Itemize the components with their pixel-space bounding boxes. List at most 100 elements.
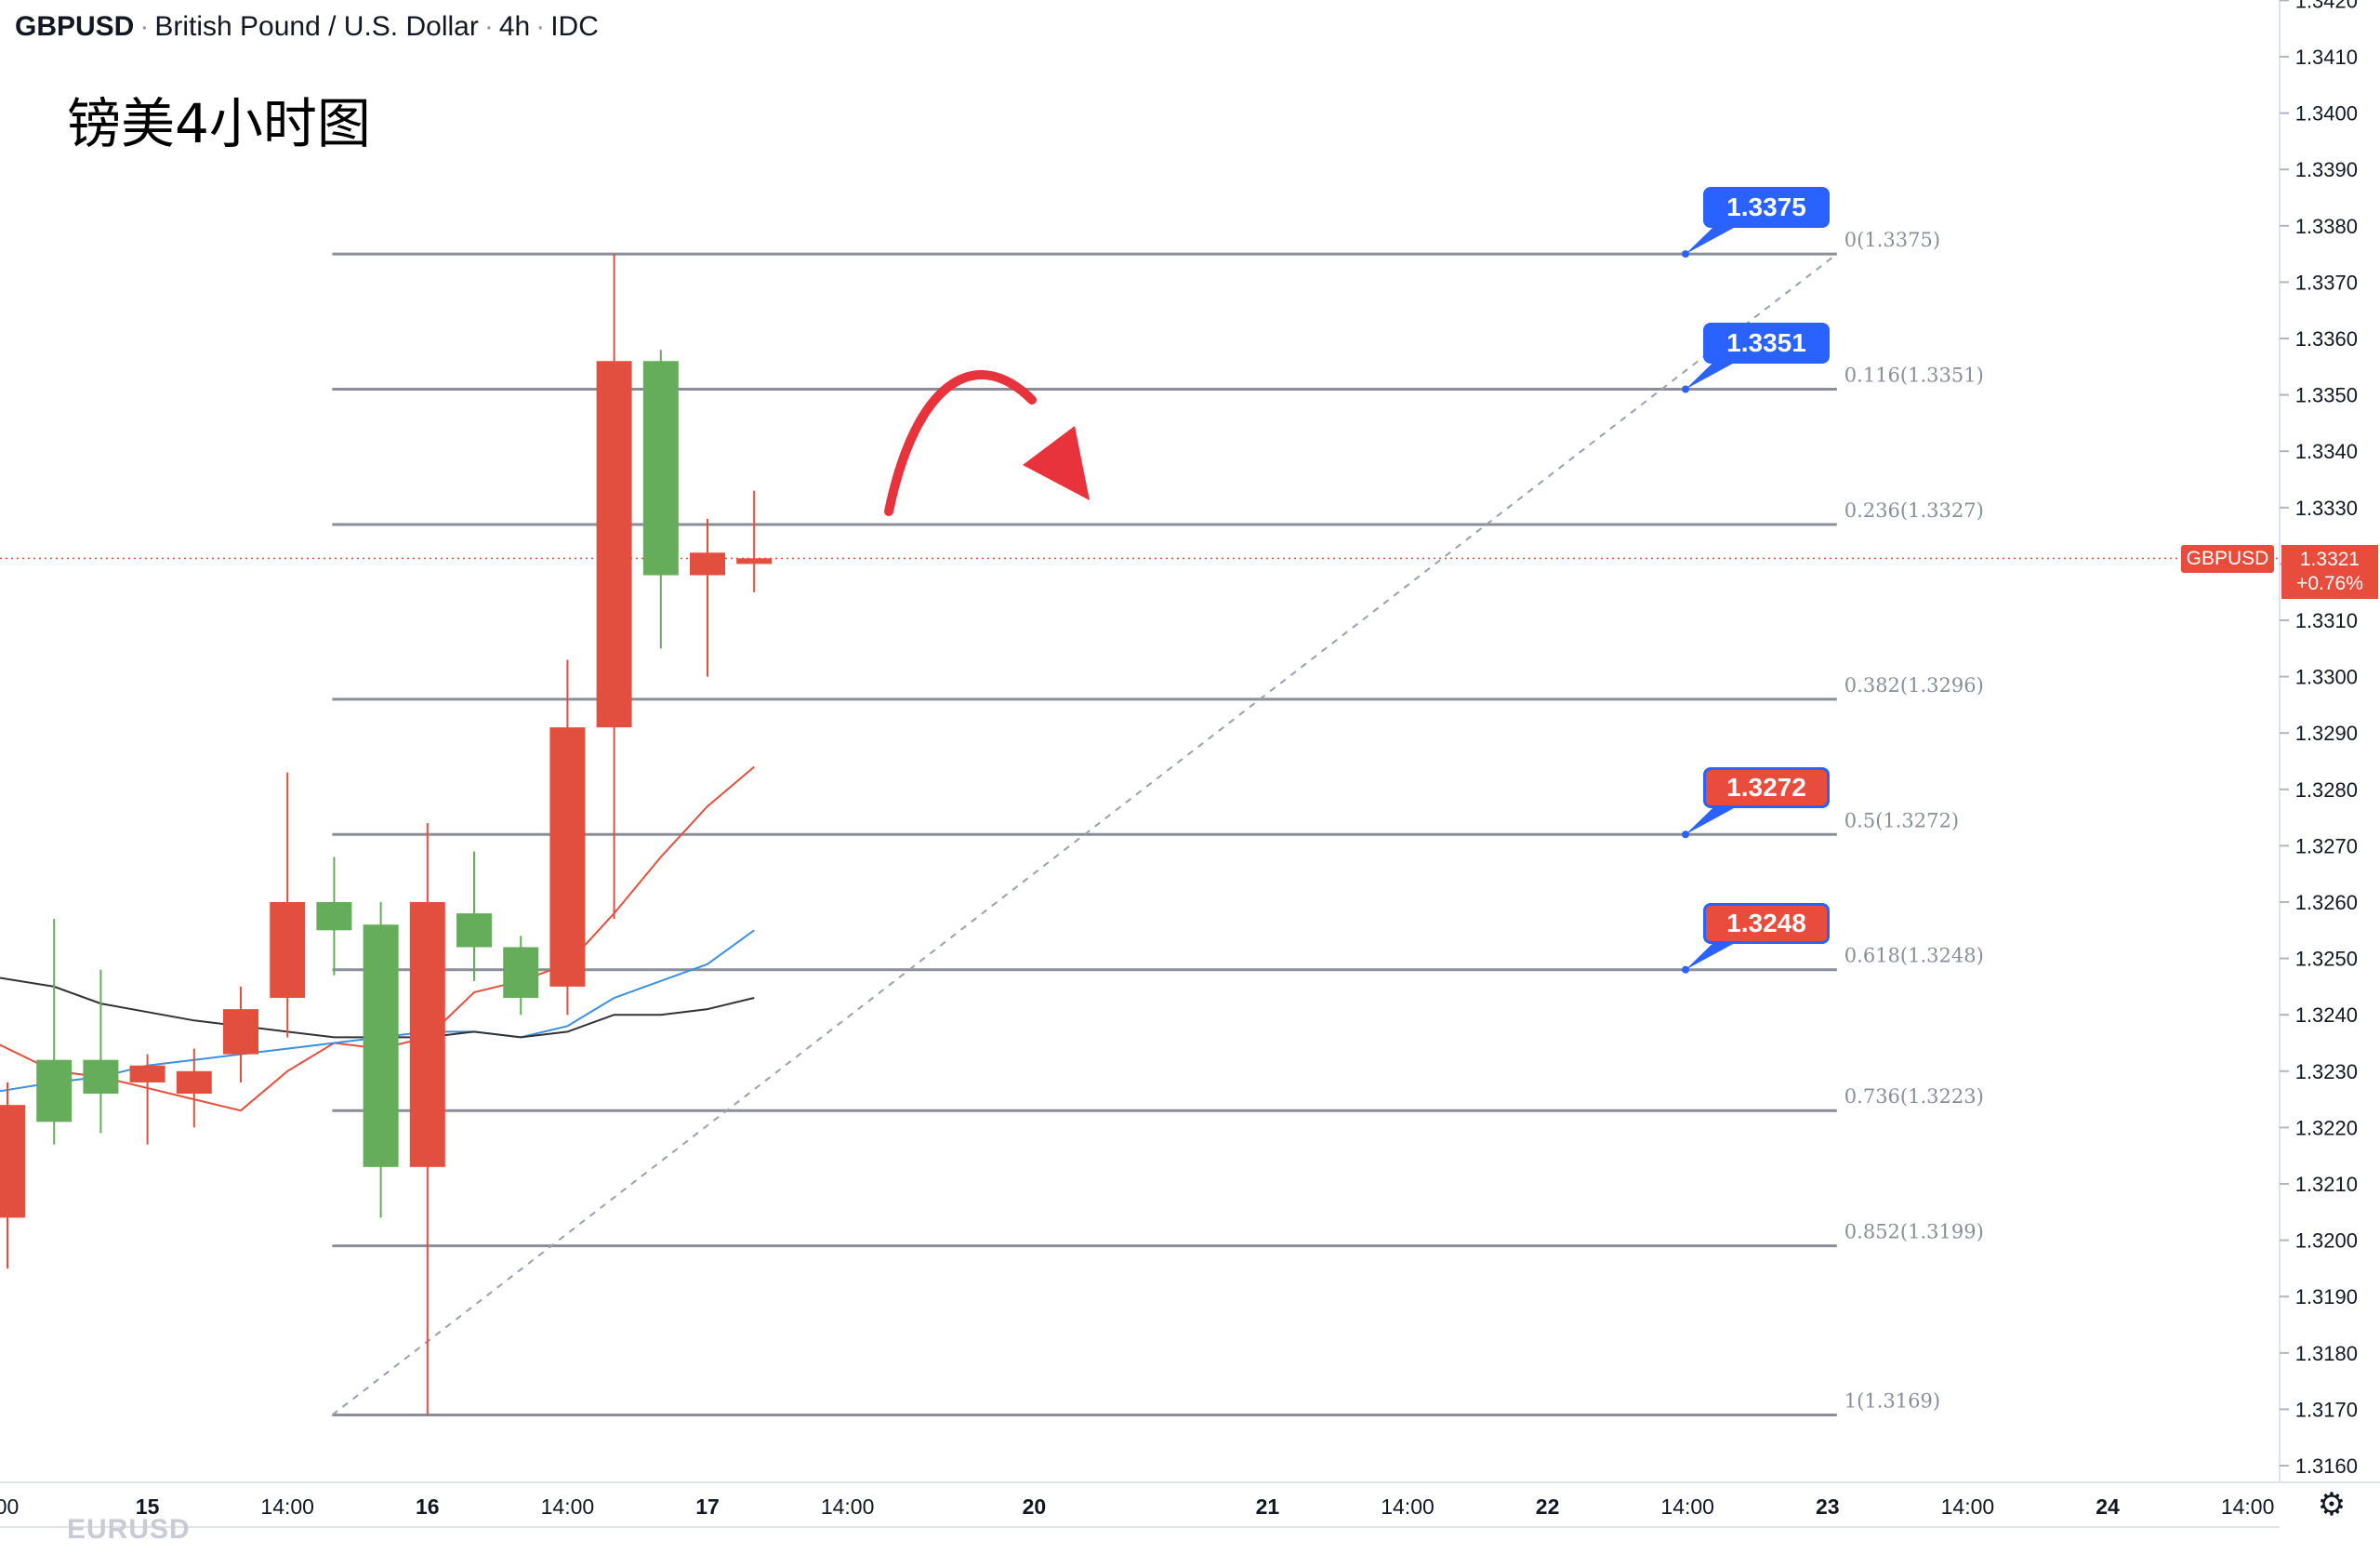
- candle-body: [549, 727, 586, 987]
- candle-body: [456, 913, 492, 948]
- candle-body: [363, 924, 399, 1167]
- candle-body: [642, 361, 679, 576]
- y-tick-label: 1.3370: [2295, 271, 2358, 294]
- price-tag-pointer: [1686, 359, 1740, 390]
- fib-level-label: 0.116(1.3351): [1844, 365, 1984, 387]
- y-tick-label: 1.3310: [2295, 609, 2358, 632]
- y-tick-label: 1.3250: [2295, 948, 2358, 971]
- price-tag[interactable]: 1.3248: [1703, 902, 1830, 944]
- x-tick-label: 14:00: [260, 1494, 314, 1519]
- current-price-symbol: GBPUSD: [2181, 545, 2274, 573]
- x-tick-label: 14:00: [821, 1494, 875, 1519]
- gear-icon[interactable]: ⚙: [2317, 1487, 2347, 1522]
- separator-dot: ·: [536, 11, 546, 42]
- price-tag-anchor: [1682, 385, 1689, 393]
- y-tick-label: 1.3190: [2295, 1285, 2358, 1308]
- arrow-head-annotation: [1023, 426, 1090, 500]
- fib-level-label: 0.852(1.3199): [1844, 1221, 1984, 1243]
- y-tick-label: 1.3360: [2295, 327, 2358, 351]
- x-tick-label: 17: [695, 1494, 720, 1519]
- candle-body: [596, 361, 632, 728]
- fib-level-label: 0.236(1.3327): [1844, 499, 1984, 522]
- price-tag-anchor: [1682, 965, 1689, 974]
- x-tick-label: 24: [2096, 1494, 2120, 1519]
- candle-body: [503, 947, 539, 999]
- symbol-code: GBPUSD: [15, 11, 135, 42]
- y-tick-label: 1.3230: [2295, 1060, 2358, 1083]
- y-tick-label: 1.3220: [2295, 1116, 2358, 1139]
- annotation-title: 镑美4小时图: [67, 92, 371, 155]
- y-tick-label: 1.3410: [2295, 46, 2358, 69]
- y-tick-label: 1.3270: [2295, 834, 2358, 857]
- x-tick-label: 14:00: [541, 1494, 595, 1519]
- moving-average-line: [0, 976, 755, 1039]
- x-tick-label: 16: [416, 1494, 440, 1519]
- y-tick-label: 1.3400: [2295, 102, 2358, 126]
- y-tick-label: 1.3210: [2295, 1173, 2358, 1196]
- x-tick-label: 20: [1023, 1494, 1047, 1519]
- fib-level-label: 0.736(1.3223): [1844, 1085, 1984, 1108]
- fib-level-label: 1(1.3169): [1844, 1389, 1940, 1412]
- y-tick-label: 1.3200: [2295, 1229, 2358, 1253]
- candle-body: [409, 902, 445, 1167]
- y-tick-label: 1.3260: [2295, 891, 2358, 914]
- fib-level-label: 0.618(1.3248): [1844, 945, 1984, 967]
- candle-body: [0, 1105, 25, 1218]
- candle-body: [223, 1009, 258, 1055]
- candle-body: [83, 1059, 119, 1095]
- price-tag[interactable]: 1.3351: [1703, 322, 1830, 364]
- x-tick-label: 14:00: [1941, 1494, 1995, 1519]
- x-tick-label: 15: [136, 1494, 160, 1519]
- price-tag-anchor: [1682, 830, 1689, 839]
- x-tick-label: 21: [1256, 1494, 1280, 1519]
- fib-level-label: 0(1.3375): [1844, 229, 1940, 251]
- x-tick-label: 14:00: [1660, 1494, 1714, 1519]
- candle-body: [270, 902, 306, 999]
- price-tag[interactable]: 1.3272: [1703, 767, 1830, 809]
- price-tag-pointer: [1686, 224, 1740, 255]
- y-tick-label: 1.3290: [2295, 722, 2358, 745]
- x-tick-label: 23: [1816, 1494, 1840, 1519]
- price-tag-anchor: [1682, 250, 1689, 259]
- y-tick-label: 1.3180: [2295, 1342, 2358, 1365]
- y-tick-label: 1.3380: [2295, 215, 2358, 238]
- x-tick-label: 22: [1536, 1494, 1560, 1519]
- fib-level-label: 0.382(1.3296): [1844, 674, 1984, 697]
- watermark: EURUSD: [67, 1514, 191, 1545]
- price-axis: [2280, 0, 2380, 1554]
- data-source: IDC: [550, 11, 599, 42]
- fib-level-label: 0.5(1.3272): [1844, 809, 1959, 831]
- candle-body: [690, 552, 725, 576]
- symbol-name: British Pound / U.S. Dollar: [154, 11, 479, 42]
- y-tick-label: 1.3340: [2295, 440, 2358, 463]
- fib-trend-line: [331, 253, 1838, 1416]
- candle-body: [316, 902, 352, 931]
- curved-arrow-annotation: [884, 370, 1037, 516]
- x-tick-label: 3:00: [0, 1494, 19, 1519]
- candle-body: [176, 1070, 212, 1095]
- y-tick-label: 1.3280: [2295, 778, 2358, 802]
- candle-body: [129, 1065, 165, 1082]
- price-tag-pointer: [1686, 804, 1740, 835]
- current-price-change: +0.76%: [2296, 573, 2363, 594]
- candle-body: [36, 1059, 73, 1122]
- y-tick-label: 1.3330: [2295, 497, 2358, 520]
- separator-dot: ·: [139, 11, 150, 42]
- y-tick-label: 1.3240: [2295, 1003, 2358, 1027]
- x-tick-label: 14:00: [1381, 1494, 1435, 1519]
- current-price-label: 1.3321 +0.76%: [2281, 545, 2378, 599]
- separator-dot: ·: [483, 11, 494, 42]
- x-tick-label: 14:00: [2221, 1494, 2275, 1519]
- y-tick-label: 1.3350: [2295, 384, 2358, 407]
- timeframe[interactable]: 4h: [498, 11, 531, 42]
- current-price-value: 1.3321: [2299, 549, 2360, 570]
- price-tag[interactable]: 1.3375: [1703, 187, 1830, 229]
- y-tick-label: 1.3160: [2295, 1454, 2358, 1478]
- y-tick-label: 1.3390: [2295, 158, 2358, 181]
- y-tick-label: 1.3300: [2295, 666, 2358, 689]
- y-tick-label: 1.3170: [2295, 1398, 2358, 1421]
- candle-body: [736, 558, 773, 564]
- price-tag-pointer: [1686, 939, 1740, 970]
- symbol-header[interactable]: GBPUSD · British Pound / U.S. Dollar · 4h · ID…: [15, 11, 599, 43]
